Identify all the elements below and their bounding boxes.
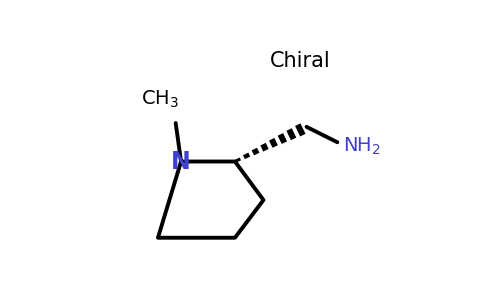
Text: N: N (171, 149, 191, 173)
Text: Chiral: Chiral (270, 51, 331, 70)
Text: CH$_3$: CH$_3$ (141, 88, 179, 110)
Text: NH$_2$: NH$_2$ (343, 136, 381, 157)
